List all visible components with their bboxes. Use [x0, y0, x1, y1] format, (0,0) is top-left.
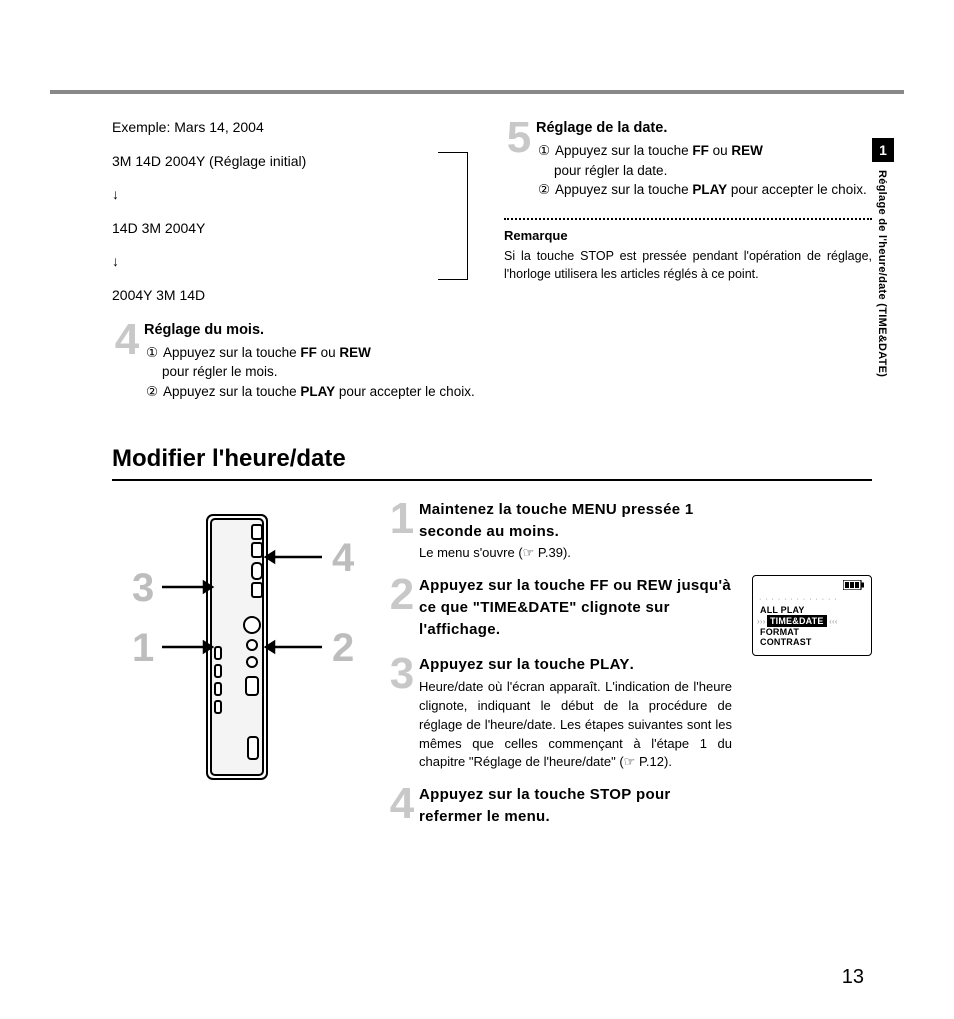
- step-4-item-1: ① Appuyez sur la touche FF ou REW: [144, 343, 480, 363]
- right-column: 5 Réglage de la date. ① Appuyez sur la t…: [504, 118, 872, 401]
- arrow-down-icon: ↓: [112, 252, 480, 272]
- lcd-item-label: CONTRAST: [757, 636, 815, 648]
- keyword-rew: REW: [637, 577, 673, 594]
- text: Appuyez sur la touche: [163, 384, 300, 399]
- lcd-item-3: CONTRAST: [757, 637, 867, 647]
- section-title-underline: [112, 479, 872, 481]
- device-illustration-column: 3 1 4 2: [112, 499, 367, 830]
- side-tab-vertical-label: Réglage de l'heure/date (TIME&DATE): [876, 170, 888, 377]
- example-line-2: 14D 3M 2004Y: [112, 219, 480, 239]
- mod-step-2-title: Appuyez sur la touche FF ou REW jusqu'à …: [419, 575, 732, 640]
- keyword-ff: FF: [300, 345, 317, 360]
- bracket-icon: [438, 152, 468, 280]
- top-horizontal-rule: [50, 90, 904, 94]
- text: Appuyez sur la touche: [419, 577, 590, 594]
- page-root: 1 Réglage de l'heure/date (TIME&DATE) Ex…: [0, 0, 954, 1019]
- text: ou: [317, 345, 340, 360]
- text: ou: [609, 577, 637, 594]
- remarque-text: Si la touche STOP est pressée pendant l'…: [504, 247, 872, 285]
- left-column: Exemple: Mars 14, 2004 3M 14D 2004Y (Rég…: [112, 118, 480, 401]
- mod-step-number-4: 4: [387, 784, 417, 824]
- text: ou: [709, 143, 732, 158]
- lcd-item-0: ALL PLAY: [757, 605, 867, 615]
- step-number-4: 4: [112, 320, 142, 360]
- arrow-down-icon: ↓: [112, 185, 480, 205]
- battery-icon: [843, 580, 865, 590]
- remarque-heading: Remarque: [504, 228, 872, 243]
- example-line-1: 3M 14D 2004Y (Réglage initial): [112, 152, 480, 172]
- text: Appuyez sur la touche: [419, 786, 590, 803]
- step-5: 5 Réglage de la date. ① Appuyez sur la t…: [504, 118, 872, 200]
- mod-step-4-title: Appuyez sur la touche STOP pour refermer…: [419, 784, 732, 828]
- step-5-item-1: ① Appuyez sur la touche FF ou REW: [536, 141, 872, 161]
- text: Appuyez sur la touche: [163, 345, 300, 360]
- text: pour accepter le choix.: [727, 182, 867, 197]
- lcd-item-label-selected: TIME&DATE: [767, 615, 827, 627]
- example-label: Exemple: Mars 14, 2004: [112, 118, 480, 138]
- keyword-rew: REW: [339, 345, 371, 360]
- mod-step-4: 4 Appuyez sur la touche STOP pour referm…: [387, 784, 732, 830]
- step-5-body: Réglage de la date. ① Appuyez sur la tou…: [536, 118, 872, 200]
- keyword-play: PLAY: [692, 182, 727, 197]
- flash-left-icon: › › ›: [757, 617, 764, 626]
- mod-step-1-sub: Le menu s'ouvre (☞ P.39).: [419, 544, 732, 563]
- step-5-title: Réglage de la date.: [536, 118, 872, 139]
- circled-1-icon: ①: [536, 141, 552, 161]
- step-5-item-1-cont: pour régler la date.: [554, 161, 872, 181]
- mod-step-number-1: 1: [387, 499, 417, 539]
- keyword-menu: MENU: [572, 501, 617, 518]
- text: Appuyez sur la touche: [419, 656, 590, 673]
- lcd-dots-icon: · · · · · · · · · · · · ·: [759, 596, 865, 603]
- keyword-play: PLAY: [300, 384, 335, 399]
- example-line-3: 2004Y 3M 14D: [112, 286, 480, 306]
- content-area: Exemple: Mars 14, 2004 3M 14D 2004Y (Rég…: [112, 118, 872, 830]
- text: Appuyez sur la touche: [555, 143, 692, 158]
- text: pour accepter le choix.: [335, 384, 475, 399]
- date-format-example: Exemple: Mars 14, 2004 3M 14D 2004Y (Rég…: [112, 118, 480, 306]
- page-number: 13: [842, 966, 864, 989]
- step-5-item-2: ② Appuyez sur la touche PLAY pour accept…: [536, 180, 872, 200]
- keyword-ff: FF: [590, 577, 609, 594]
- step-4-item-1-cont: pour régler le mois.: [162, 362, 480, 382]
- flash-right-icon: ‹ ‹ ‹: [829, 617, 836, 626]
- circled-1-icon: ①: [144, 343, 160, 363]
- keyword-ff: FF: [692, 143, 709, 158]
- mod-step-number-3: 3: [387, 654, 417, 694]
- keyword-rew: REW: [731, 143, 763, 158]
- callout-3: 3: [132, 566, 154, 610]
- side-tab-chapter-number: 1: [872, 138, 894, 162]
- mod-step-3-title: Appuyez sur la touche PLAY.: [419, 654, 732, 676]
- step-4-item-2: ② Appuyez sur la touche PLAY pour accept…: [144, 382, 480, 402]
- section-title: Modifier l'heure/date: [112, 445, 872, 473]
- lcd-item-1: › › › TIME&DATE ‹ ‹ ‹: [757, 615, 867, 627]
- modify-steps-column: 1 Maintenez la touche MENU pressée 1 sec…: [387, 499, 732, 830]
- mod-step-2: 2 Appuyez sur la touche FF ou REW jusqu'…: [387, 575, 732, 642]
- step-number-5: 5: [504, 118, 534, 158]
- step-4-title: Réglage du mois.: [144, 320, 480, 341]
- mod-step-3: 3 Appuyez sur la touche PLAY. Heure/date…: [387, 654, 732, 772]
- bracket-group: 3M 14D 2004Y (Réglage initial) ↓ 14D 3M …: [112, 152, 480, 306]
- callout-4: 4: [332, 536, 355, 580]
- mod-step-number-2: 2: [387, 575, 417, 615]
- mod-step-1-title: Maintenez la touche MENU pressée 1 secon…: [419, 499, 732, 543]
- step-4: 4 Réglage du mois. ① Appuyez sur la touc…: [112, 320, 480, 402]
- keyword-play: PLAY: [590, 656, 630, 673]
- lower-block: 3 1 4 2 1 Maintenez la touche MENU press…: [112, 499, 872, 830]
- device-illustration: 3 1 4 2: [112, 507, 367, 797]
- text: Appuyez sur la touche: [555, 182, 692, 197]
- mod-step-3-sub: Heure/date où l'écran apparaît. L'indica…: [419, 678, 732, 772]
- callout-2: 2: [332, 626, 354, 670]
- lcd-menu-box: · · · · · · · · · · · · · ALL PLAY › › ›…: [752, 575, 872, 656]
- mod-step-1: 1 Maintenez la touche MENU pressée 1 sec…: [387, 499, 732, 563]
- text: .: [630, 656, 634, 673]
- keyword-stop: STOP: [590, 786, 632, 803]
- callout-1: 1: [132, 626, 154, 670]
- circled-2-icon: ②: [536, 180, 552, 200]
- dotted-divider: [504, 218, 872, 220]
- step-4-body: Réglage du mois. ① Appuyez sur la touche…: [144, 320, 480, 402]
- circled-2-icon: ②: [144, 382, 160, 402]
- text: Maintenez la touche: [419, 501, 572, 518]
- upper-two-columns: Exemple: Mars 14, 2004 3M 14D 2004Y (Rég…: [112, 118, 872, 401]
- lcd-column: · · · · · · · · · · · · · ALL PLAY › › ›…: [752, 499, 872, 830]
